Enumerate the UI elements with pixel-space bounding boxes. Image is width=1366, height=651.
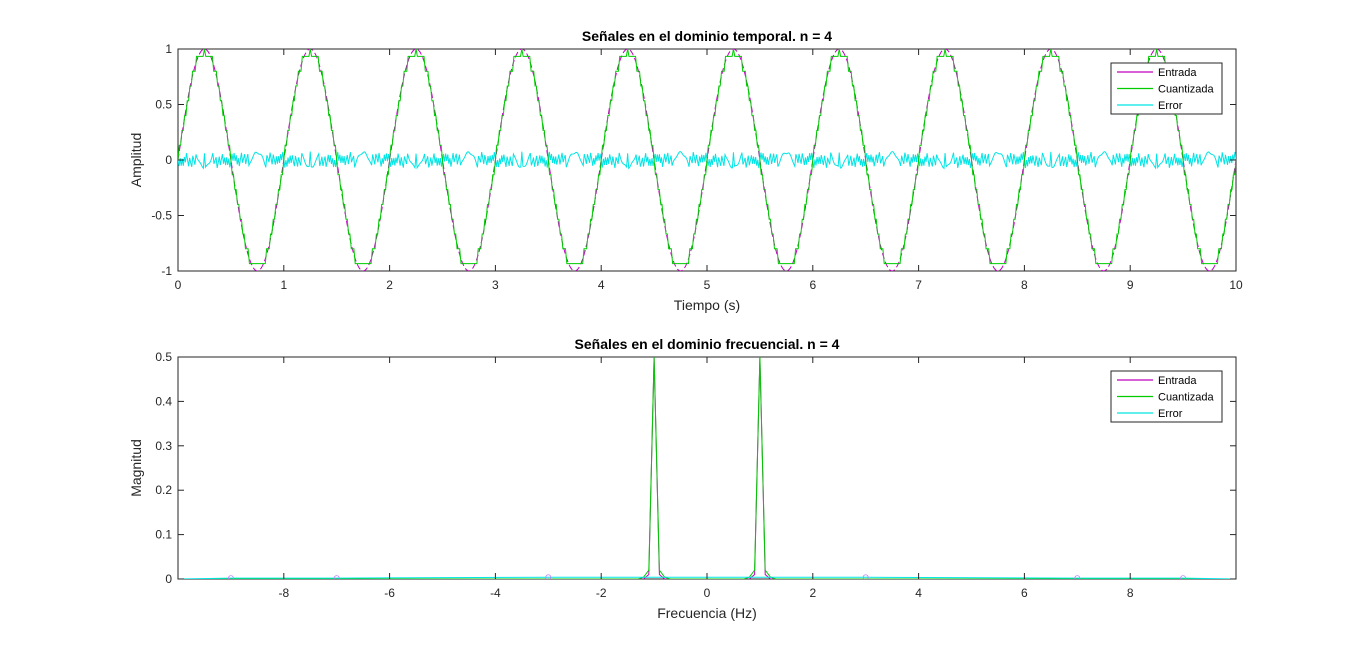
- chart-0-legend-label-cuantizada: Cuantizada: [1158, 84, 1215, 96]
- chart-1-ytick-label: 0.5: [155, 350, 172, 364]
- chart-0-ytick-label: -1: [161, 264, 172, 278]
- chart-0-ytick-label: 1: [165, 42, 172, 56]
- chart-1-error-marker: [862, 574, 869, 579]
- chart-0-legend-label-entrada: Entrada: [1158, 67, 1197, 79]
- chart-1-series-entrada-line: [178, 357, 1236, 579]
- chart-1-legend-label-cuantizada: Cuantizada: [1158, 392, 1215, 404]
- chart-1-series-cuantizada-line: [178, 357, 1236, 579]
- chart-1-ytick-label: 0.2: [155, 483, 172, 497]
- chart-1-xtick-label: 4: [915, 586, 922, 600]
- chart-0-ylabel: Amplitud: [128, 133, 144, 187]
- chart-0-xtick-label: 1: [280, 278, 287, 292]
- chart-1-plot-area: [177, 356, 1237, 580]
- chart-1-xtick-label: -4: [490, 586, 501, 600]
- time-domain-axes: 0 1 2 3 4 5 6 7 8 9 10 -1 -0.5 0 0.5 1 Señales en el dom…: [128, 28, 1243, 313]
- chart-1-ytick-label: 0.4: [155, 394, 172, 408]
- chart-0-xtick-label: 10: [1229, 278, 1243, 292]
- chart-1-ytick-label: 0: [165, 572, 172, 586]
- chart-0-ytick-label: -0.5: [151, 209, 172, 223]
- chart-1-xtick-label: 6: [1021, 586, 1028, 600]
- chart-0-xtick-label: 7: [915, 278, 922, 292]
- chart-0-xtick-label: 5: [704, 278, 711, 292]
- chart-1-xlabel: Frecuencia (Hz): [657, 605, 757, 621]
- chart-0-xtick-label: 8: [1021, 278, 1028, 292]
- chart-0-legend: Entrada Cuantizada Error: [1110, 62, 1223, 115]
- chart-1-xtick-label: 8: [1127, 586, 1134, 600]
- chart-1-ylabel: Magnitud: [128, 439, 144, 497]
- chart-1-xtick-label: -8: [278, 586, 289, 600]
- chart-1-error-marker: [545, 574, 552, 579]
- chart-1-legend-label-error: Error: [1158, 408, 1183, 420]
- chart-1-error-marker: [1074, 575, 1081, 579]
- chart-0-xtick-label: 6: [809, 278, 816, 292]
- chart-1-xtick-label: -2: [596, 586, 607, 600]
- chart-0-xlabel: Tiempo (s): [674, 297, 740, 313]
- chart-0-xtick-label: 3: [492, 278, 499, 292]
- chart-0-ytick-label: 0.5: [155, 98, 172, 112]
- chart-1-legend-label-entrada: Entrada: [1158, 375, 1197, 387]
- chart-0-xtick-label: 0: [175, 278, 182, 292]
- chart-1-xtick-label: 0: [704, 586, 711, 600]
- chart-0-xtick-label: 9: [1127, 278, 1134, 292]
- chart-0-series-group: [178, 49, 1236, 271]
- chart-1-xtick-label: 2: [809, 586, 816, 600]
- chart-1-ytick-label: 0.1: [155, 528, 172, 542]
- chart-0-series-cuantizada-line: [178, 49, 1236, 265]
- chart-0-xtick-label: 2: [386, 278, 393, 292]
- chart-0-xtick-label: 4: [598, 278, 605, 292]
- chart-1-xtick-label: -6: [384, 586, 395, 600]
- chart-1-title: Señales en el dominio frecuencial. n = 4: [575, 336, 840, 352]
- chart-1-ytick-label: 0.3: [155, 439, 172, 453]
- chart-1-error-marker: [333, 575, 340, 579]
- chart-0-legend-label-error: Error: [1158, 100, 1183, 112]
- chart-1-legend: Entrada Cuantizada Error: [1110, 370, 1223, 423]
- chart-0-ytick-label: 0: [165, 153, 172, 167]
- chart-1-error-marker: [1180, 575, 1186, 579]
- chart-0-title: Señales en el dominio temporal. n = 4: [582, 28, 832, 44]
- chart-1-error-marker: [228, 575, 234, 579]
- frequency-domain-axes: -8 -6 -4 -2 0 2 4 6 8 0 0.1 0.2 0.3 0.4 0.5 Señales en …: [128, 336, 1237, 621]
